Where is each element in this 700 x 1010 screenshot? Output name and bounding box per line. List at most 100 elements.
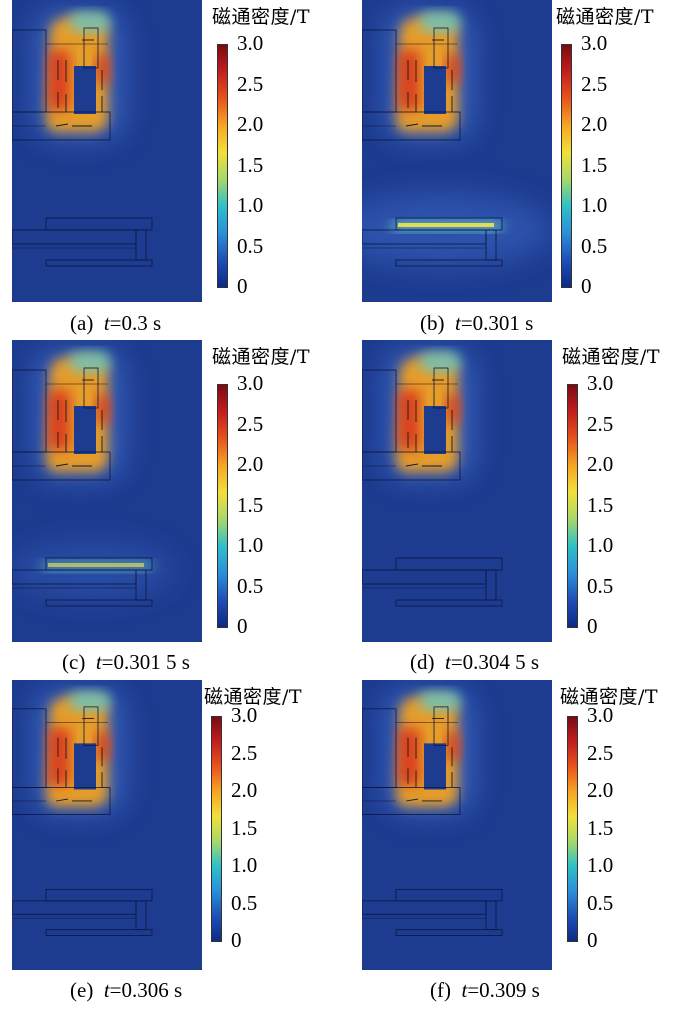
colorbar-title: 磁通密度/T	[212, 6, 311, 28]
flux-arrow	[405, 463, 419, 467]
colorbar-tick-label: 1.5	[237, 492, 264, 517]
colorbar-tick-label: 2.5	[237, 71, 264, 96]
core-window	[424, 743, 446, 790]
colorbar	[217, 384, 228, 628]
core-window	[74, 66, 96, 114]
flux-arrow	[55, 123, 69, 127]
colorbar-tick-label: 0	[237, 614, 248, 638]
colorbar-title: 磁通密度/T	[562, 346, 661, 368]
caption-t-symbol: t	[103, 978, 110, 1002]
caption-label: (e)	[70, 978, 94, 1002]
core-window	[74, 406, 96, 454]
colorbar-title: 磁通密度/T	[556, 6, 655, 28]
limb-outline	[433, 367, 449, 409]
core-window	[424, 66, 446, 114]
caption-c: (c) t=0.301 5 s	[62, 652, 190, 673]
flux-arrow	[55, 798, 69, 802]
colorbar-tick-label: 1.5	[581, 152, 608, 177]
base-outline	[362, 787, 461, 815]
colorbar-tick-label: 1.5	[587, 815, 614, 840]
colorbar-tick-label: 0.5	[581, 233, 608, 258]
field-plot	[12, 0, 202, 302]
caption-a: (a) t=0.3 s	[70, 313, 161, 334]
colorbar-tick-label: 0	[231, 928, 242, 952]
colorbar-tick-label: 0.5	[587, 890, 614, 915]
panel-a: 磁通密度/T 3.0 2.5 2.0 1.5 1.0 0.5 0	[12, 0, 352, 330]
colorbar-tick-label: 3.0	[237, 371, 264, 395]
colorbar-title: 磁通密度/T	[560, 686, 659, 708]
colorbar-tick-label: 3.0	[581, 31, 608, 55]
colorbar-tick-label: 1.0	[587, 853, 614, 877]
caption-label: (c)	[62, 650, 86, 674]
base-outline	[12, 111, 111, 141]
core-flux-peak	[96, 54, 110, 84]
core-flux-peak	[48, 50, 70, 110]
limb-outline	[433, 706, 449, 746]
caption-b: (b) t=0.301 s	[420, 313, 533, 334]
caption-f: (f) t=0.309 s	[430, 980, 540, 1001]
armature-flux-peak	[48, 563, 144, 567]
core-flux-peak	[48, 390, 70, 450]
colorbar	[567, 716, 578, 942]
core-window	[424, 406, 446, 454]
caption-t-value: =0.3 s	[109, 311, 162, 335]
colorbar-tick-label: 1.5	[237, 152, 264, 177]
colorbar-tick-label: 2.0	[237, 112, 264, 136]
core-flux-mid	[70, 691, 110, 711]
caption-t-symbol: t	[95, 650, 102, 674]
core-flux-mid	[70, 12, 110, 32]
panel-b: 磁通密度/T 3.0 2.5 2.0 1.5 1.0 0.5 0	[362, 0, 700, 330]
caption-label: (f)	[430, 978, 451, 1002]
colorbar-tick-label: 1.0	[587, 533, 614, 557]
core-flux-peak	[48, 728, 70, 786]
colorbar-tick-label: 2.5	[587, 411, 614, 436]
iron-core-group	[12, 350, 175, 607]
caption-label: (b)	[420, 311, 445, 335]
stop-outline	[395, 599, 503, 607]
core-flux-peak	[96, 731, 110, 761]
flux-arrow	[405, 798, 419, 802]
field-plot	[362, 340, 552, 642]
caption-t-value: =0.301 s	[460, 311, 534, 335]
iron-core-group	[362, 689, 503, 936]
stop-outline	[395, 259, 503, 267]
colorbar-tick-label: 2.0	[231, 778, 258, 802]
stop-outline	[45, 599, 153, 607]
field-plot	[362, 680, 552, 970]
caption-t-symbol: t	[455, 311, 461, 335]
limb-outline	[83, 367, 99, 409]
iron-core-group	[12, 689, 153, 936]
caption-t-value: =0.309 s	[467, 978, 540, 1002]
colorbar-tick-label: 2.5	[231, 740, 258, 765]
colorbar-tick-label: 1.0	[237, 193, 264, 217]
core-flux-peak	[96, 394, 110, 424]
caption-t-value: =0.304 5 s	[450, 650, 540, 674]
colorbar-tick-label: 0.5	[237, 233, 264, 258]
colorbar-tick-label: 1.5	[587, 492, 614, 517]
stop-outline	[45, 259, 153, 267]
panel-d: 磁通密度/T 3.0 2.5 2.0 1.5 1.0 0.5 0	[362, 340, 700, 670]
colorbar-tick-label: 3.0	[237, 31, 264, 55]
colorbar	[567, 384, 578, 628]
iron-core-group	[362, 10, 552, 268]
base-outline	[362, 451, 461, 481]
colorbar-tick-label: 0.5	[587, 573, 614, 598]
limb-outline	[83, 27, 99, 69]
flux-arrow	[55, 463, 69, 467]
caption-t-value: =0.306 s	[109, 978, 183, 1002]
field-plot	[12, 680, 202, 970]
core-flux-peak	[446, 54, 460, 84]
colorbar-tick-label: 1.5	[231, 815, 258, 840]
core-flux-mid	[420, 691, 460, 711]
core-flux-mid	[420, 352, 460, 372]
field-plot	[12, 340, 202, 642]
limb-outline	[83, 706, 99, 746]
caption-t-symbol: t	[103, 311, 110, 335]
colorbar-tick-label: 2.5	[587, 740, 614, 765]
colorbar-tick-label: 0	[587, 614, 598, 638]
colorbar-tick-label: 2.0	[581, 112, 608, 136]
flux-arrow	[405, 123, 419, 127]
colorbar-title: 磁通密度/T	[212, 346, 311, 368]
panel-f: 磁通密度/T 3.0 2.5 2.0 1.5 1.0 0.5 0	[362, 680, 700, 1010]
iron-core-group	[362, 350, 503, 607]
